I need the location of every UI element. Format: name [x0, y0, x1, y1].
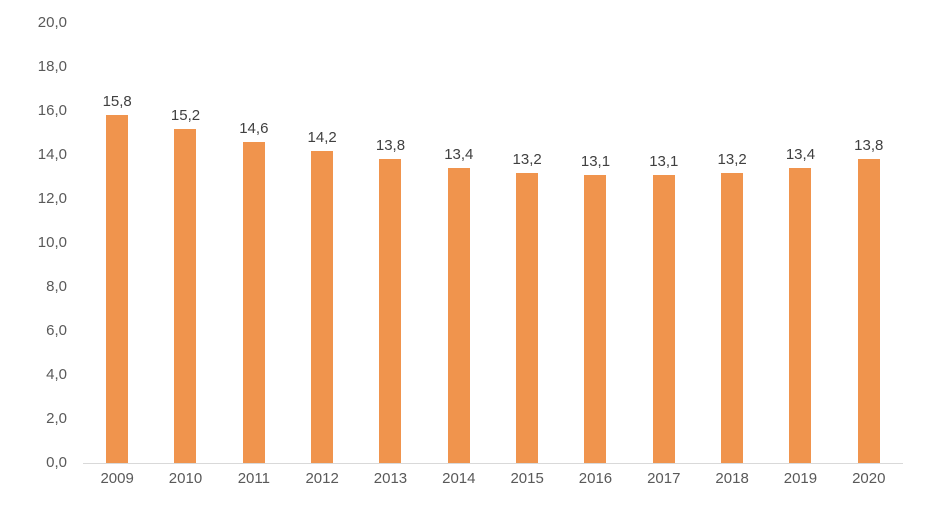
bar-value-label: 14,6	[239, 119, 269, 137]
y-tick-label: 10,0	[37, 234, 67, 251]
bar-slot: 13,8	[356, 23, 424, 463]
bar	[379, 159, 402, 463]
y-tick-label: 6,0	[46, 322, 67, 339]
bar-value-label: 13,2	[512, 150, 542, 168]
bar-value-label: 13,4	[444, 146, 474, 164]
x-category-label: 2011	[237, 470, 270, 487]
x-category-label: 2014	[442, 470, 476, 487]
bar-slot: 13,2	[493, 23, 561, 463]
plot-area: 15,8 15,2 14,6 14,2 13,8 13,4 13,2 13,1 13,1 13,2…	[83, 23, 903, 464]
x-category-label: 2009	[100, 470, 134, 487]
y-tick-label: 8,0	[46, 278, 67, 295]
bar	[789, 168, 812, 463]
bar-value-label: 13,1	[580, 152, 611, 170]
bar-slot: 13,1	[630, 23, 698, 463]
bar-value-label: 13,4	[785, 146, 816, 164]
x-axis: 2009 2010 2011 2012 2013 2014 2015 2016 2017 2018…	[83, 470, 903, 487]
y-tick-label: 18,0	[37, 58, 67, 75]
x-category-label: 2017	[647, 470, 681, 487]
bar-value-label: 13,8	[375, 137, 406, 155]
bar	[447, 168, 470, 463]
bar-value-label: 15,8	[102, 93, 132, 111]
x-category-label: 2010	[168, 470, 203, 487]
bar	[857, 159, 880, 463]
bar-slot: 13,1	[561, 23, 629, 463]
x-category-label: 2015	[510, 470, 544, 487]
x-category-label: 2019	[783, 470, 818, 487]
bar-slot: 13,2	[698, 23, 766, 463]
y-tick-label: 0,0	[46, 454, 67, 471]
bar	[242, 141, 265, 463]
x-category-label: 2013	[373, 470, 408, 487]
bar	[516, 172, 539, 463]
y-tick-label: 12,0	[37, 190, 67, 207]
bar	[584, 174, 607, 463]
bar-slot: 14,6	[220, 23, 288, 463]
bar-slot: 13,8	[835, 23, 903, 463]
x-category-label: 2016	[578, 470, 613, 487]
x-category-label: 2018	[715, 470, 749, 487]
bar	[721, 172, 744, 463]
bar-value-label: 14,2	[307, 128, 337, 146]
bar-value-label: 15,2	[170, 106, 201, 124]
y-tick-label: 20,0	[37, 14, 67, 31]
bar-slot: 15,2	[151, 23, 219, 463]
bar-value-label: 13,2	[717, 150, 747, 168]
bar-slot: 14,2	[288, 23, 356, 463]
x-category-label: 2012	[305, 470, 339, 487]
x-category-label: 2020	[852, 470, 886, 487]
y-axis: 20,0 18,0 16,0 14,0 12,0 10,0 8,0 6,0 4,0 2,0 0,0	[0, 15, 67, 471]
bar-slot: 13,4	[425, 23, 493, 463]
y-tick-label: 2,0	[46, 410, 67, 427]
bar	[106, 115, 129, 463]
bar-slot: 13,4	[766, 23, 834, 463]
bar-slot: 15,8	[83, 23, 151, 463]
bar-value-label: 13,8	[854, 137, 884, 155]
bar	[311, 150, 334, 463]
bar	[174, 128, 197, 463]
y-tick-label: 14,0	[37, 146, 67, 163]
bar	[652, 174, 675, 463]
y-tick-label: 4,0	[46, 366, 67, 383]
y-tick-label: 16,0	[37, 102, 67, 119]
bar-value-label: 13,1	[649, 152, 679, 170]
